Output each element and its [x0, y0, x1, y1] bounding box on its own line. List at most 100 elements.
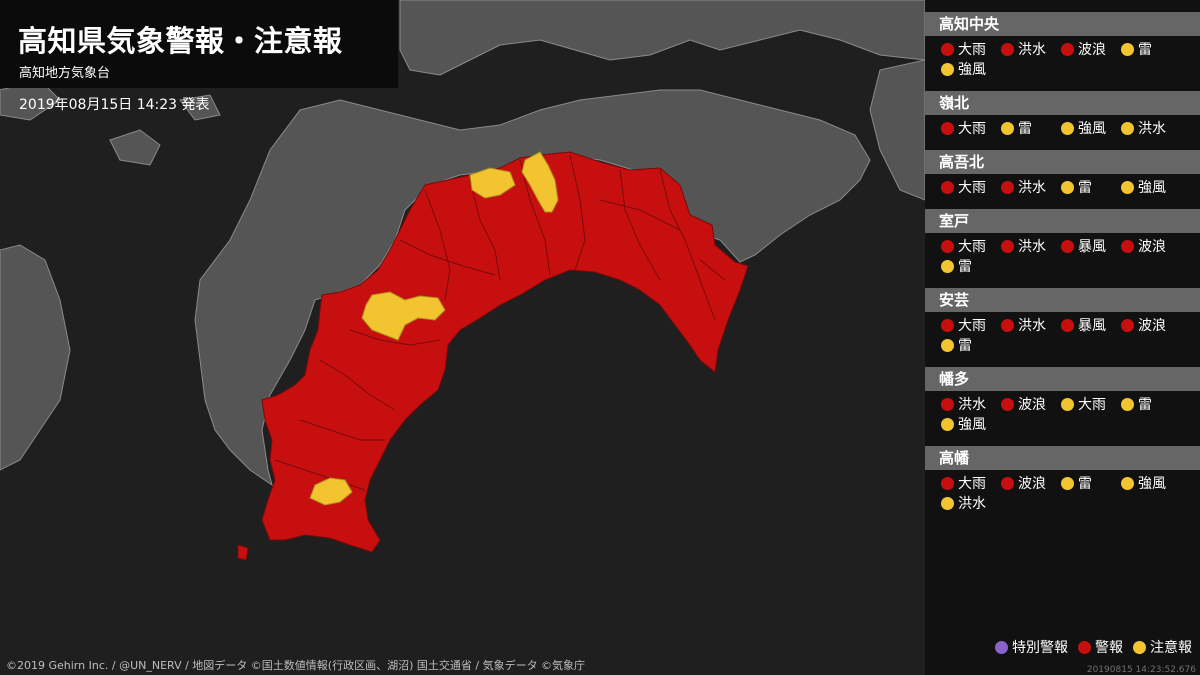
alert-item: 大雨 [1061, 394, 1121, 414]
warning-dot-icon [941, 397, 954, 411]
alert-label: 雷 [1138, 397, 1152, 413]
advisory-dot-icon [1061, 476, 1074, 490]
alert-label: 大雨 [958, 121, 986, 137]
alert-item: 雷 [1001, 118, 1061, 138]
alert-label: 雷 [1078, 476, 1092, 492]
credit-text: ©2019 Gehirn Inc. / @UN_NERV / 地図データ ©国土… [6, 659, 586, 672]
alert-label: 暴風 [1078, 318, 1106, 334]
legend-label: 特別警報 [1012, 640, 1068, 656]
advisory-dot-icon [1121, 397, 1134, 411]
advisory-dot-icon [1133, 640, 1146, 654]
warning-dot-icon [941, 318, 954, 332]
legend-label: 警報 [1095, 640, 1123, 656]
advisory-dot-icon [941, 62, 954, 76]
warning-dot-icon [1061, 42, 1074, 56]
warning-dot-icon [1121, 318, 1134, 332]
warning-dot-icon [1121, 239, 1134, 253]
advisory-dot-icon [941, 417, 954, 431]
region-name: 高知中央 [925, 12, 1200, 36]
warning-dot-icon [941, 476, 954, 490]
warning-dot-icon [1001, 397, 1014, 411]
alert-label: 波浪 [1018, 476, 1046, 492]
alert-label: 雷 [1138, 42, 1152, 58]
alert-item: 強風 [1061, 118, 1121, 138]
alert-item: 大雨 [941, 118, 1001, 138]
alert-item: 大雨 [941, 39, 1001, 59]
warning-dot-icon [1001, 42, 1014, 56]
alert-item: 雷 [941, 335, 1001, 355]
alert-label: 洪水 [1018, 318, 1046, 334]
region-block: 室戸 大雨 洪水 暴風 波浪雷 [925, 209, 1200, 276]
alert-label: 強風 [1138, 476, 1166, 492]
region-name: 高幡 [925, 446, 1200, 470]
alert-item: 波浪 [1121, 236, 1181, 256]
alert-label: 雷 [958, 259, 972, 275]
warning-dot-icon [1001, 180, 1014, 194]
alert-label: 大雨 [958, 180, 986, 196]
warning-dot-icon [941, 42, 954, 56]
alert-item: 波浪 [1001, 473, 1061, 493]
region-name: 安芸 [925, 288, 1200, 312]
alert-label: 波浪 [1018, 397, 1046, 413]
advisory-dot-icon [1121, 121, 1134, 135]
legend-item: 注意報 [1133, 637, 1192, 657]
alert-item: 波浪 [1001, 394, 1061, 414]
alert-sidebar: 高知中央 大雨 洪水 波浪雷強風 嶺北 大雨雷強風 洪水 高吾北 大雨 洪水雷強風 室戸 大雨 洪水 暴風… [925, 0, 1200, 675]
alert-label: 暴風 [1078, 239, 1106, 255]
alert-item: 洪水 [1001, 315, 1061, 335]
alert-item: 洪水 [1001, 177, 1061, 197]
alert-list: 洪水 波浪 大雨 雷強風 [925, 391, 1196, 434]
page-title: 高知県気象警報・注意報 [18, 24, 343, 58]
warning-dot-icon [1001, 239, 1014, 253]
alert-label: 大雨 [958, 42, 986, 58]
region-block: 嶺北大雨 雷 強風 洪水 [925, 91, 1200, 138]
region-name: 高吾北 [925, 150, 1200, 174]
region-block: 高幡大雨 波浪 雷 強風洪水 [925, 446, 1200, 513]
alert-item: 波浪 [1121, 315, 1181, 335]
region-name: 室戸 [925, 209, 1200, 233]
warning-dot-icon [1001, 318, 1014, 332]
region-block: 高知中央 大雨 洪水 波浪 雷強風 [925, 12, 1200, 79]
advisory-dot-icon [1061, 180, 1074, 194]
special-dot-icon [995, 640, 1008, 654]
advisory-dot-icon [1121, 42, 1134, 56]
warning-dot-icon [941, 239, 954, 253]
alert-item: 強風 [1121, 473, 1181, 493]
alert-item: 洪水 [1121, 118, 1181, 138]
alert-label: 大雨 [1078, 397, 1106, 413]
honshu-land [399, 0, 925, 76]
advisory-dot-icon [941, 259, 954, 273]
legend: 特別警報 警報 注意報 [985, 637, 1192, 657]
alert-label: 大雨 [958, 476, 986, 492]
alert-item: 暴風 [1061, 236, 1121, 256]
alert-label: 洪水 [958, 496, 986, 512]
region-block: 高吾北大雨 洪水 雷 強風 [925, 150, 1200, 197]
alert-label: 強風 [958, 417, 986, 433]
legend-item: 警報 [1078, 637, 1123, 657]
legend-item: 特別警報 [995, 637, 1068, 657]
kochi-warning-area [261, 151, 749, 553]
region-name: 幡多 [925, 367, 1200, 391]
alert-item: 大雨 [941, 473, 1001, 493]
legend-label: 注意報 [1150, 640, 1192, 656]
map-svg [0, 0, 925, 561]
island [179, 94, 221, 121]
advisory-dot-icon [1061, 121, 1074, 135]
advisory-dot-icon [941, 338, 954, 352]
advisory-dot-icon [941, 496, 954, 510]
kii-land [869, 59, 925, 201]
alert-label: 大雨 [958, 239, 986, 255]
alert-label: 雷 [1078, 180, 1092, 196]
alert-list: 大雨 雷 強風 洪水 [925, 115, 1196, 138]
alert-label: 洪水 [958, 397, 986, 413]
alert-label: 雷 [1018, 121, 1032, 137]
warning-dot-icon [941, 180, 954, 194]
alert-item: 強風 [941, 59, 1001, 79]
title-panel: 高知県気象警報・注意報 高知地方気象台 [0, 0, 398, 88]
advisory-area-otoyo [521, 151, 559, 213]
region-name: 嶺北 [925, 91, 1200, 115]
alert-item: 強風 [1121, 177, 1181, 197]
warning-dot-icon [1061, 318, 1074, 332]
alert-label: 強風 [1138, 180, 1166, 196]
alert-label: 強風 [1078, 121, 1106, 137]
